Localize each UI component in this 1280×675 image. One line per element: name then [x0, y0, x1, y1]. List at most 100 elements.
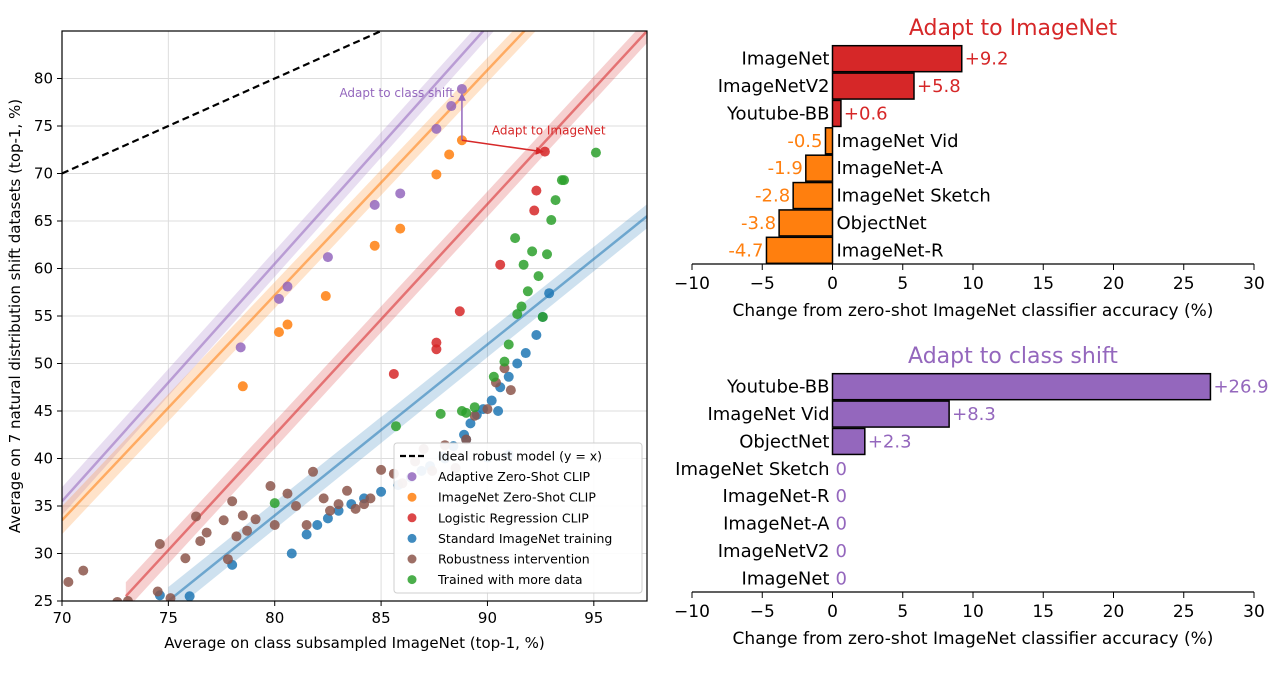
bar-value-label: -3.8: [741, 213, 776, 234]
data-point: [529, 205, 540, 216]
data-point: [273, 327, 284, 338]
x-axis-label: Average on class subsampled ImageNet (to…: [164, 634, 545, 652]
bar: [831, 44, 963, 73]
bar-category-label: ImageNetV2: [718, 541, 830, 562]
bar-value-label: -4.7: [728, 240, 763, 261]
fit-confidence-band: [62, 31, 536, 535]
data-point: [365, 493, 376, 504]
fit-line: [124, 31, 647, 598]
fit-line: [62, 31, 485, 503]
fit-confidence-band: [168, 204, 647, 601]
data-point: [527, 246, 538, 257]
data-point: [312, 520, 323, 530]
data-point: [218, 515, 229, 526]
fit-confidence-band: [62, 31, 495, 516]
bar: [765, 236, 834, 265]
x-tick-label: 10: [962, 274, 984, 294]
bar-value-label: +9.2: [965, 49, 1009, 70]
data-point: [235, 342, 246, 353]
data-point: [522, 286, 533, 297]
y-tick-label: 50: [34, 355, 53, 373]
data-point: [180, 553, 191, 564]
data-point: [231, 531, 242, 542]
data-point: [431, 123, 442, 134]
annotation-imagenet: Adapt to ImageNet: [492, 123, 606, 137]
data-point: [461, 434, 472, 445]
data-point: [518, 259, 529, 270]
data-point: [431, 169, 442, 180]
data-point: [531, 330, 542, 340]
data-point: [165, 593, 176, 601]
data-point: [469, 402, 480, 413]
data-point: [512, 358, 523, 369]
data-point: [376, 464, 387, 475]
data-point: [590, 147, 601, 158]
bar-value-label: -0.5: [787, 131, 822, 152]
data-point: [222, 554, 233, 565]
data-point: [301, 520, 312, 530]
data-point: [542, 249, 553, 260]
x-tick-label: 70: [52, 609, 71, 627]
legend-swatch: [407, 554, 417, 564]
data-point: [350, 503, 361, 514]
data-point: [282, 281, 293, 292]
legend-swatch: [407, 513, 417, 523]
data-point: [250, 514, 261, 525]
legend-label: Robustness intervention: [438, 552, 590, 567]
data-point: [456, 83, 467, 94]
data-point: [122, 596, 133, 601]
x-tick-label: 0: [827, 274, 838, 294]
y-tick-label: 35: [34, 497, 53, 515]
bar: [805, 154, 834, 182]
bar: [778, 209, 834, 237]
data-point: [435, 408, 446, 419]
data-point: [359, 499, 370, 510]
x-tick-label: 25: [1173, 274, 1195, 294]
data-point: [286, 548, 297, 559]
x-tick-label: 80: [265, 609, 284, 627]
data-point: [503, 371, 514, 382]
x-tick-label: 5: [897, 274, 908, 294]
x-tick-label: 20: [1103, 274, 1125, 294]
x-axis-label: Change from zero-shot ImageNet classifie…: [733, 629, 1214, 649]
bar-chart-adapt-to-imagenet: Adapt to ImageNet ImageNet +9.2 ImageNetV2 +…: [674, 16, 1265, 321]
bar-category-label: ImageNet Vid: [837, 131, 959, 152]
data-point: [454, 306, 465, 317]
x-tick-label: −5: [750, 602, 775, 622]
y-tick-label: 75: [34, 117, 53, 135]
bar-category-label: ImageNet-A: [837, 158, 944, 179]
legend-box: [393, 442, 643, 594]
y-tick-label: 55: [34, 307, 53, 325]
legend-label: Adaptive Zero-Shot CLIP: [438, 469, 591, 484]
y-tick-label: 40: [34, 450, 53, 468]
bar-value-label: +8.3: [952, 404, 996, 425]
bar-value-label: 0: [836, 514, 847, 535]
bar: [824, 127, 834, 155]
data-point: [503, 339, 514, 350]
bar: [831, 372, 1212, 401]
bar-category-label: ImageNet-A: [723, 514, 830, 535]
data-point: [322, 513, 333, 524]
x-tick-label: 5: [897, 602, 908, 622]
data-point: [342, 485, 353, 496]
bar-category-label: ImageNet Vid: [707, 404, 829, 425]
data-point: [308, 466, 319, 477]
data-point: [510, 233, 521, 244]
bar-category-label: ObjectNet: [837, 213, 927, 234]
x-tick-label: −10: [674, 274, 710, 294]
legend-label: Standard ImageNet training: [438, 531, 612, 546]
data-point: [320, 291, 331, 302]
data-point: [469, 410, 480, 421]
data-point: [431, 337, 442, 348]
data-point: [520, 348, 531, 359]
data-point: [269, 520, 280, 530]
x-tick-label: 95: [584, 609, 603, 627]
x-tick-label: 15: [1032, 602, 1054, 622]
bar-category-label: ImageNet: [742, 49, 830, 70]
bar-value-label: +0.6: [844, 103, 888, 124]
data-point: [488, 371, 499, 382]
bar-value-label: 0: [836, 486, 847, 507]
x-tick-label: −10: [674, 602, 710, 622]
bar-value-label: -1.9: [768, 158, 803, 179]
